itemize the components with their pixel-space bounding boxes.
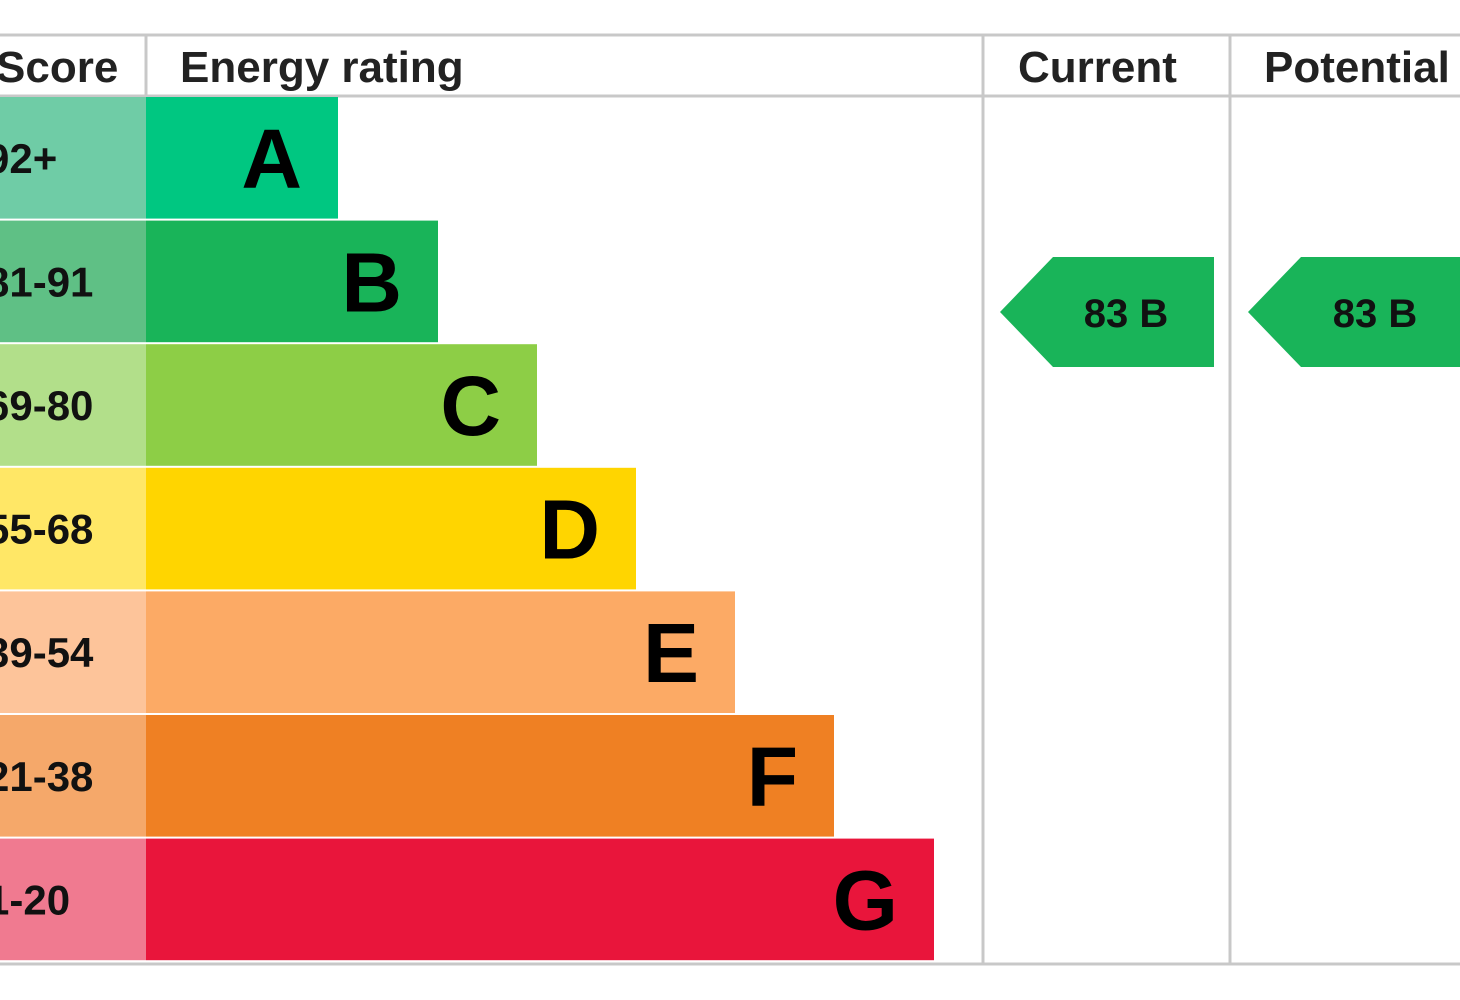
header-score: Score bbox=[0, 43, 118, 92]
score-label: 21-38 bbox=[0, 753, 93, 800]
score-cell bbox=[0, 344, 146, 466]
score-label: 55-68 bbox=[0, 506, 93, 553]
rating-bar bbox=[146, 220, 438, 343]
current-arrow bbox=[1000, 257, 1214, 367]
potential-label: 83 B bbox=[1333, 292, 1418, 336]
potential-arrow bbox=[1248, 257, 1460, 367]
rating-letter: D bbox=[539, 483, 600, 577]
rating-letter: E bbox=[643, 606, 699, 700]
score-label: 69-80 bbox=[0, 382, 93, 429]
header-potential: Potential bbox=[1264, 43, 1450, 92]
score-cell bbox=[0, 838, 146, 961]
rating-letter: B bbox=[341, 235, 402, 329]
rating-bar bbox=[146, 715, 834, 837]
rating-letter: F bbox=[747, 730, 798, 824]
rating-bar bbox=[146, 838, 934, 961]
bands: 92+ A 81-91 B 69-80 C 55-68 D 39-54 E 21-38 F 1-20 G bbox=[0, 97, 934, 961]
rating-bar bbox=[146, 344, 537, 466]
header-current: Current bbox=[1018, 43, 1177, 92]
rating-bar bbox=[146, 591, 735, 713]
score-label: 92+ bbox=[0, 135, 57, 182]
score-cell bbox=[0, 220, 146, 343]
score-cell bbox=[0, 591, 146, 713]
score-label: 81-91 bbox=[0, 258, 93, 305]
score-label: 1-20 bbox=[0, 876, 70, 923]
rating-bar bbox=[146, 467, 636, 590]
rating-letter: G bbox=[833, 853, 898, 947]
rating-letter: C bbox=[440, 359, 501, 453]
score-cell bbox=[0, 715, 146, 837]
current-label: 83 B bbox=[1084, 292, 1169, 336]
header-rating: Energy rating bbox=[180, 43, 464, 92]
score-cell bbox=[0, 467, 146, 590]
rating-letter: A bbox=[241, 112, 302, 206]
rating-bar bbox=[146, 97, 338, 219]
score-cell bbox=[0, 97, 146, 219]
score-label: 39-54 bbox=[0, 629, 94, 676]
